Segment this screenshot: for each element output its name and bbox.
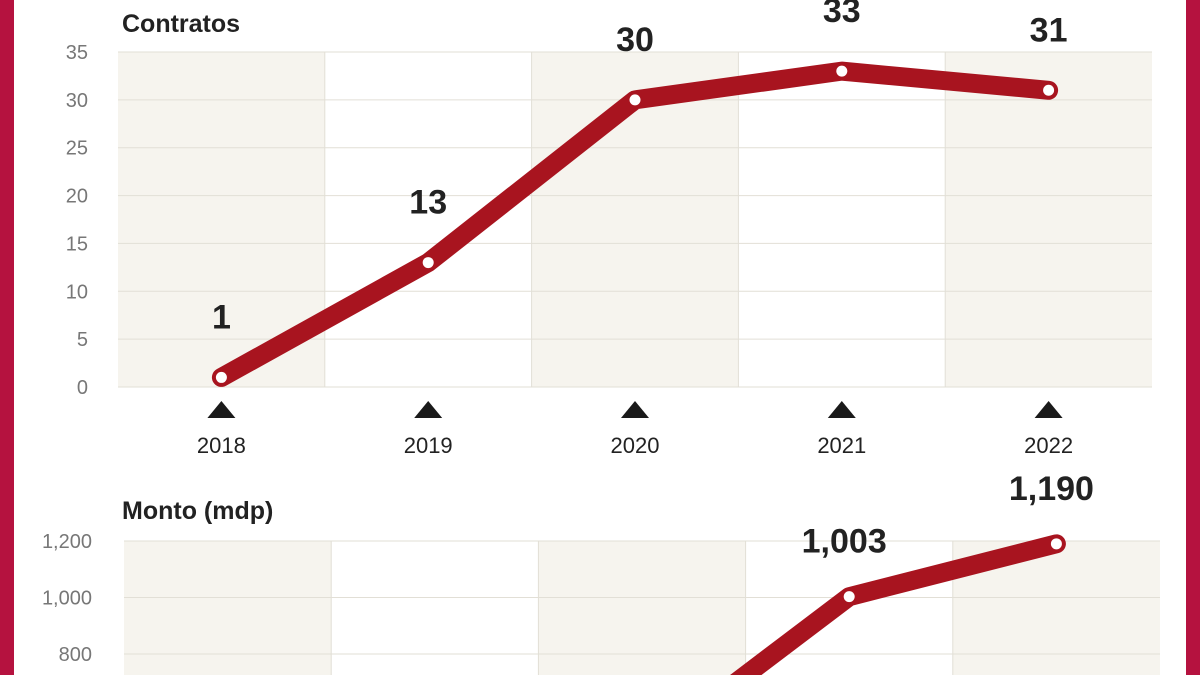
data-label: 1,190 bbox=[1009, 470, 1094, 508]
data-point bbox=[843, 591, 855, 603]
right-frame-bar bbox=[1186, 0, 1200, 675]
y-tick-label: 0 bbox=[77, 377, 88, 399]
x-tick-label: 2018 bbox=[197, 433, 246, 458]
contratos-chart-title: Contratos bbox=[122, 10, 240, 38]
data-point bbox=[629, 94, 641, 106]
data-label: 31 bbox=[1030, 11, 1068, 49]
triangle-marker-icon bbox=[1034, 401, 1063, 418]
x-tick-label: 2020 bbox=[611, 433, 660, 458]
y-tick-label: 35 bbox=[66, 42, 88, 64]
data-point bbox=[215, 371, 227, 383]
x-tick-label: 2022 bbox=[1024, 433, 1073, 458]
y-tick-label: 25 bbox=[66, 138, 88, 160]
x-tick-label: 2021 bbox=[817, 433, 866, 458]
monto-chart: Monto (mdp) 800 1,000 1,200 1,003 1,190 bbox=[42, 470, 1160, 675]
band-2018 bbox=[124, 541, 332, 675]
band-2022 bbox=[945, 52, 1152, 387]
contratos-chart: Contratos 0 5 10 15 20 25 30 35 2018 2019 2020 202… bbox=[66, 0, 1152, 458]
y-tick-label: 20 bbox=[66, 186, 88, 208]
y-tick-label: 1,200 bbox=[42, 531, 92, 553]
data-label: 1,003 bbox=[802, 523, 887, 561]
y-tick-label: 1,000 bbox=[42, 588, 92, 610]
x-tick-label: 2019 bbox=[404, 433, 453, 458]
triangle-marker-icon bbox=[207, 401, 236, 418]
data-point bbox=[1043, 84, 1055, 96]
data-point bbox=[1050, 538, 1062, 550]
y-tick-label: 30 bbox=[66, 90, 88, 112]
band-2020 bbox=[538, 541, 746, 675]
data-label: 33 bbox=[823, 0, 861, 30]
data-label: 30 bbox=[616, 21, 654, 59]
y-tick-label: 10 bbox=[66, 281, 88, 303]
data-label: 13 bbox=[409, 184, 447, 222]
triangle-marker-icon bbox=[827, 401, 856, 418]
y-tick-label: 800 bbox=[59, 644, 92, 666]
y-tick-label: 5 bbox=[77, 329, 88, 351]
left-frame-bar bbox=[0, 0, 14, 675]
data-point bbox=[422, 257, 434, 269]
monto-chart-title: Monto (mdp) bbox=[122, 497, 273, 525]
triangle-marker-icon bbox=[414, 401, 443, 418]
triangle-marker-icon bbox=[621, 401, 649, 418]
y-tick-label: 15 bbox=[66, 233, 88, 255]
data-point bbox=[836, 65, 848, 77]
data-label: 1 bbox=[212, 298, 231, 336]
